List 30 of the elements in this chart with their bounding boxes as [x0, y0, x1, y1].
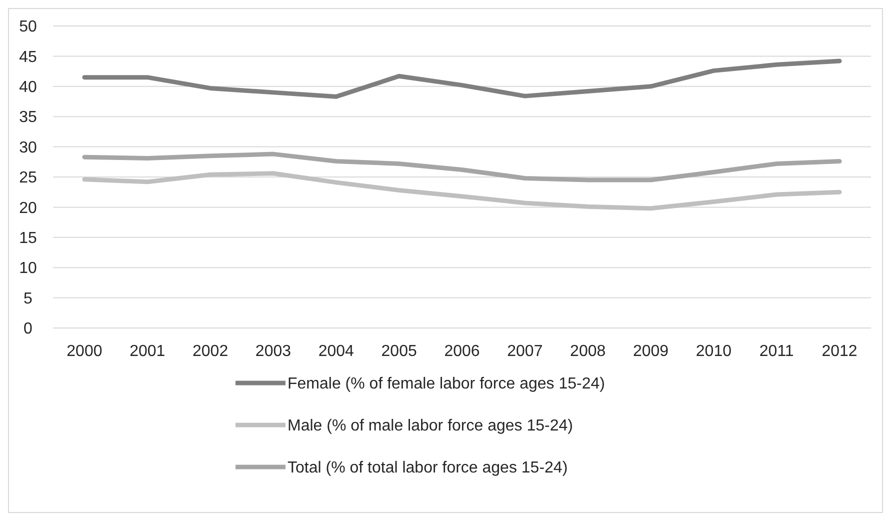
y-tick-label: 10: [19, 260, 37, 278]
x-tick-label: 2006: [444, 343, 480, 360]
y-tick-label: 5: [24, 290, 33, 308]
x-tick-label: 2000: [66, 343, 102, 360]
legend-label: Male (% of male labor force ages 15-24): [288, 418, 573, 435]
x-tick-label: 2008: [570, 343, 606, 360]
line-series: [82, 152, 842, 182]
line-series: [82, 171, 842, 211]
line-series: [82, 58, 842, 99]
y-tick-label: 35: [19, 109, 37, 126]
y-tick-label: 0: [24, 320, 33, 338]
x-tick-label: 2004: [318, 343, 354, 360]
y-tick-label: 45: [19, 48, 37, 66]
y-tick-label: 40: [19, 79, 37, 96]
x-tick-label: 2002: [192, 343, 228, 360]
y-tick-label: 50: [19, 18, 37, 36]
y-tick-label: 15: [19, 230, 37, 247]
x-tick-label: 2009: [632, 343, 669, 360]
legend-label: Total (% of total labor force ages 15-24): [288, 460, 568, 477]
x-tick-label: 2001: [130, 343, 166, 360]
x-tick-label: 2005: [381, 343, 417, 360]
x-tick-label: 2003: [255, 343, 292, 360]
legend-label: Female (% of female labor force ages 15-24): [288, 376, 605, 393]
x-tick-label: 2011: [759, 343, 794, 360]
x-tick-label: 2012: [822, 343, 858, 360]
y-tick-label: 30: [19, 139, 37, 156]
x-tick-label: 2007: [507, 343, 543, 360]
x-tick-label: 2010: [696, 343, 732, 360]
y-tick-label: 25: [19, 170, 37, 187]
y-tick-label: 20: [19, 200, 37, 217]
